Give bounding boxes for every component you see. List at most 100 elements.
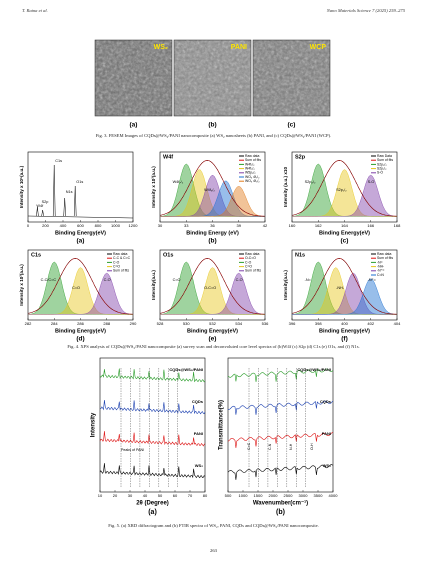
legend-label: W4f₇/₂ (245, 162, 255, 166)
x-tick-label: 60 (173, 493, 178, 498)
peak-annotation: N1s (66, 190, 73, 194)
peak-annotation: S2p₁/₂ (336, 188, 347, 192)
x-tick-label: 36 (210, 223, 215, 228)
x-tick-label: 10 (98, 493, 103, 498)
legend-label: Raw data (113, 252, 127, 256)
spectrum-line (99, 463, 206, 479)
y-axis-label: Intensity x 10⁵(a.u.) (19, 165, 24, 208)
spectrum-line (99, 431, 206, 447)
fit-component (160, 186, 265, 217)
legend-label: -N= (377, 260, 383, 264)
plot-frame (291, 249, 398, 321)
panel-title: C1s (31, 252, 41, 258)
y-axis-label: Intensity (91, 412, 97, 437)
y-axis-label: Intensity (a.u.) x10 (283, 167, 288, 208)
x-tick-label: 284 (51, 321, 58, 326)
legend-label: W4f₅/₂ (245, 166, 255, 170)
panel-title: S2p (295, 154, 306, 160)
legend-label: Raw data (377, 252, 391, 256)
x-tick-label: 20 (113, 493, 118, 498)
x-tick-label: 42 (263, 223, 268, 228)
fit-component (292, 278, 397, 315)
x-tick-label: 534 (235, 321, 242, 326)
legend-label: C=N (377, 273, 384, 277)
legend-label: Sum of fits (377, 158, 393, 162)
series-label: PANI (322, 431, 331, 436)
x-tick-label: 4000 (329, 493, 339, 498)
x-tick-label: 3000 (299, 493, 309, 498)
peak-annotation: O1s (76, 180, 83, 184)
legend-label: WO₃ 4f₇/₂ (245, 175, 260, 179)
spectrum-peak (63, 197, 66, 217)
legend-label: C-O (113, 260, 120, 264)
peak-annotation: C-O (104, 278, 111, 282)
plot-frame (99, 357, 206, 493)
peak-annotation: W4f₇/₂ (173, 180, 184, 184)
peak-annotation: N-H (289, 443, 293, 450)
x-tick-label: 2500 (284, 493, 294, 498)
raw-data (159, 160, 265, 217)
plot-frame (159, 249, 266, 321)
x-tick-label: 33 (184, 223, 189, 228)
legend-label: C=O (113, 264, 120, 268)
x-tick-label: 40 (143, 493, 148, 498)
spectrum-line (227, 464, 334, 480)
x-tick-label: 290 (130, 321, 137, 326)
legend-label: Raw data (245, 252, 259, 256)
sem-texture (174, 40, 251, 116)
x-tick-label: 400 (60, 223, 67, 228)
figure-caption: Fig. 3. FESEM Images of CQDs@WS₂/PANI na… (95, 133, 332, 138)
panel-letter: (d) (76, 336, 84, 343)
sem-frame (94, 39, 173, 117)
x-tick-label: 162 (315, 223, 322, 228)
raw-data (291, 160, 397, 217)
legend-label: Sum of fits (113, 269, 129, 273)
y-axis-label: Intensity(a.u.) (151, 270, 156, 300)
y-axis-label: Transmittance(%) (219, 400, 225, 450)
x-tick-label: 1000 (111, 223, 121, 228)
sem-frame (173, 39, 252, 117)
image-tag: PANI (231, 44, 247, 51)
spectrum-base (27, 215, 134, 219)
x-tick-label: 500 (225, 493, 232, 498)
peak-annotation: S2p₃/₂ (305, 180, 316, 184)
series-label: WS₂ (323, 463, 331, 468)
peak-annotation: -N⁺= (368, 278, 377, 282)
legend-label: Sum of fits (245, 269, 261, 273)
legend-label: S2p₃/₂ (377, 162, 387, 166)
fit-component (28, 272, 134, 315)
legend-label: Raw data (245, 154, 259, 158)
spectrum-line (99, 368, 206, 383)
panel-letter: (b) (208, 122, 216, 129)
x-tick-label: 396 (289, 321, 296, 326)
series-label: CQDs@WS₂/PANI (297, 367, 331, 372)
x-tick-label: 168 (394, 223, 401, 228)
fit-component (292, 174, 398, 217)
x-tick-label: 400 (341, 321, 348, 326)
image-tag: WS₂ (154, 44, 168, 51)
peak-annotation: Peaks of PANI (121, 448, 144, 452)
panel-title: N1s (295, 252, 305, 258)
peak-annotation: C=O (173, 278, 181, 282)
series-label: CQDs (320, 399, 332, 404)
legend-label: -NH- (377, 264, 384, 268)
peak-annotation: W4f₅/₂ (204, 188, 215, 192)
x-tick-label: 1200 (129, 223, 139, 228)
page-number: 263 (210, 548, 217, 553)
plot-frame (159, 151, 266, 223)
plot-frame (227, 357, 334, 493)
x-tick-label: 2000 (269, 493, 279, 498)
x-tick-label: 532 (209, 321, 216, 326)
x-tick-label: 200 (42, 223, 49, 228)
x-tick-label: 160 (289, 223, 296, 228)
peak-annotation: O-C=O (204, 286, 216, 290)
panel-title: O1s (163, 252, 173, 258)
fit-component (160, 272, 266, 315)
y-axis-label: Intensity x 10³(a.u.) (19, 264, 24, 306)
sem-frame (252, 39, 331, 117)
peak-annotation: S-O (368, 180, 375, 184)
panel-letter: (c) (288, 122, 296, 129)
panel-letter: (e) (209, 336, 217, 343)
raw-data (27, 258, 133, 315)
